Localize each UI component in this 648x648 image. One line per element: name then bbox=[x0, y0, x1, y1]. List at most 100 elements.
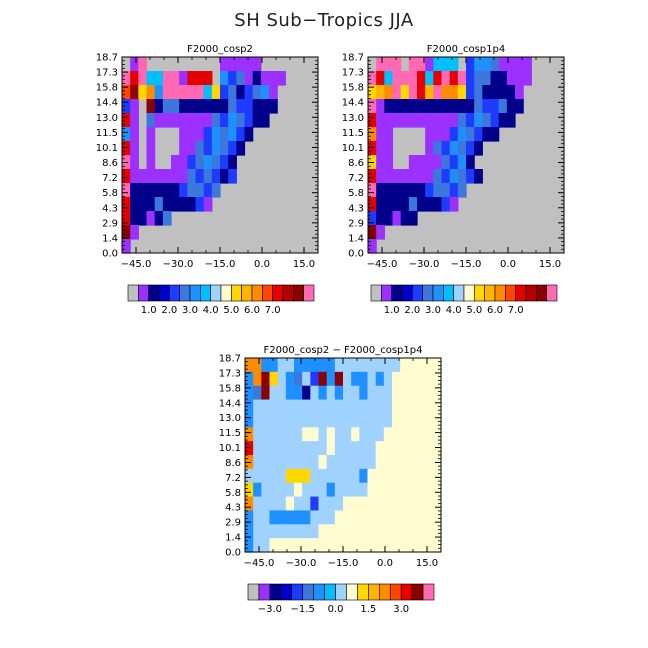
heatmap-cell bbox=[318, 441, 328, 456]
heatmap-cell bbox=[416, 371, 426, 387]
heatmap-cell bbox=[318, 538, 328, 553]
heatmap-cell bbox=[424, 538, 434, 553]
heatmap-cell bbox=[269, 385, 279, 401]
heatmap-cell bbox=[179, 183, 188, 198]
heatmap-cell bbox=[122, 71, 131, 86]
heatmap-cell bbox=[260, 113, 270, 128]
colorbar-swatch bbox=[412, 284, 423, 302]
heatmap-cell bbox=[376, 183, 385, 198]
heatmap-cell bbox=[294, 496, 303, 512]
heatmap-cell bbox=[162, 71, 172, 86]
heatmap-cell bbox=[130, 183, 139, 198]
heatmap-cell bbox=[424, 399, 434, 415]
heatmap-cell bbox=[146, 99, 156, 114]
x-tick-label: 0.0 bbox=[377, 558, 393, 569]
heatmap-cell bbox=[269, 427, 279, 442]
heatmap-cell bbox=[474, 141, 483, 156]
heatmap-cell bbox=[384, 127, 394, 142]
heatmap-cell bbox=[457, 113, 467, 128]
colorbar-swatch bbox=[179, 284, 191, 302]
heatmap-cell bbox=[261, 441, 271, 456]
heatmap-cell bbox=[245, 358, 254, 373]
y-tick-label: 15.8 bbox=[342, 83, 364, 94]
heatmap-cell bbox=[277, 524, 287, 539]
heatmap-cell bbox=[351, 371, 360, 387]
heatmap-cell bbox=[318, 399, 328, 415]
heatmap-cell bbox=[252, 113, 262, 128]
heatmap-cell bbox=[334, 371, 344, 387]
heatmap-cell bbox=[285, 510, 295, 525]
heatmap-cell bbox=[474, 169, 483, 184]
heatmap-cell bbox=[383, 399, 393, 415]
heatmap-cell bbox=[179, 127, 188, 142]
heatmap-cell bbox=[302, 385, 311, 401]
y-tick-label: 1.4 bbox=[348, 233, 364, 244]
heatmap-cell bbox=[351, 468, 360, 484]
x-tick-label: −45.0 bbox=[367, 259, 398, 270]
x-tick-label: 15.0 bbox=[293, 259, 315, 270]
heatmap-cell bbox=[171, 169, 180, 184]
heatmap-cell bbox=[343, 385, 352, 401]
heatmap-cell bbox=[122, 169, 131, 184]
heatmap-cell bbox=[441, 99, 451, 114]
heatmap-cell bbox=[432, 399, 442, 415]
heatmap-cell bbox=[171, 155, 180, 170]
heatmap-cell bbox=[122, 211, 131, 226]
heatmap-cell bbox=[122, 183, 131, 198]
colorbar-swatch bbox=[241, 284, 253, 302]
heatmap-cell bbox=[425, 71, 434, 86]
heatmap-cell bbox=[253, 510, 262, 525]
heatmap-cell bbox=[416, 468, 426, 484]
heatmap-cell bbox=[179, 197, 188, 212]
heatmap-cell bbox=[482, 113, 492, 128]
heatmap-cell bbox=[318, 482, 328, 498]
heatmap-cell bbox=[269, 413, 279, 428]
heatmap-cell bbox=[253, 385, 262, 401]
heatmap-cell bbox=[359, 510, 369, 525]
heatmap-cell bbox=[498, 85, 508, 100]
heatmap-cell bbox=[302, 427, 311, 442]
heatmap-cell bbox=[261, 538, 271, 553]
heatmap-cell bbox=[383, 482, 393, 498]
heatmap-cell bbox=[220, 155, 229, 170]
heatmap-cell bbox=[261, 455, 271, 470]
heatmap-cell bbox=[253, 413, 262, 428]
heatmap-cell bbox=[441, 183, 451, 198]
x-tick-label: −15.0 bbox=[451, 259, 482, 270]
heatmap-cell bbox=[424, 482, 434, 498]
x-tick-label: 0.0 bbox=[500, 259, 516, 270]
heatmap-cell bbox=[400, 399, 409, 415]
heatmap-cell bbox=[343, 482, 352, 498]
heatmap-cell bbox=[310, 510, 320, 525]
heatmap-cell bbox=[277, 538, 287, 553]
heatmap-cell bbox=[245, 482, 254, 498]
colorbar-label: 1.5 bbox=[360, 604, 376, 615]
y-tick-label: 5.8 bbox=[225, 488, 241, 499]
colorbar-swatch bbox=[272, 284, 284, 302]
heatmap-cell bbox=[392, 71, 402, 86]
heatmap-cell bbox=[392, 385, 401, 401]
heatmap-cell bbox=[351, 399, 360, 415]
heatmap-cell bbox=[236, 113, 246, 128]
heatmap-cell bbox=[433, 99, 443, 114]
heatmap-cell bbox=[367, 455, 377, 470]
heatmap-cell bbox=[245, 538, 254, 553]
heatmap-cell bbox=[392, 455, 401, 470]
heatmap-cell bbox=[334, 468, 344, 484]
heatmap-cell bbox=[211, 169, 221, 184]
heatmap-cell bbox=[343, 413, 352, 428]
heatmap-cell bbox=[261, 427, 271, 442]
heatmap-cell bbox=[253, 468, 262, 484]
heatmap-cell bbox=[433, 183, 443, 198]
heatmap-cell bbox=[302, 358, 311, 373]
heatmap-cell bbox=[343, 427, 352, 442]
y-tick-label: 1.4 bbox=[225, 533, 241, 544]
heatmap-cell bbox=[187, 85, 197, 100]
heatmap-cell bbox=[302, 455, 311, 470]
y-tick-label: 8.6 bbox=[225, 458, 241, 469]
x-tick-label: −30.0 bbox=[286, 558, 317, 569]
heatmap-cell bbox=[236, 85, 246, 100]
heatmap-cell bbox=[457, 127, 467, 142]
heatmap-cell bbox=[195, 127, 205, 142]
heatmap-cell bbox=[326, 441, 336, 456]
